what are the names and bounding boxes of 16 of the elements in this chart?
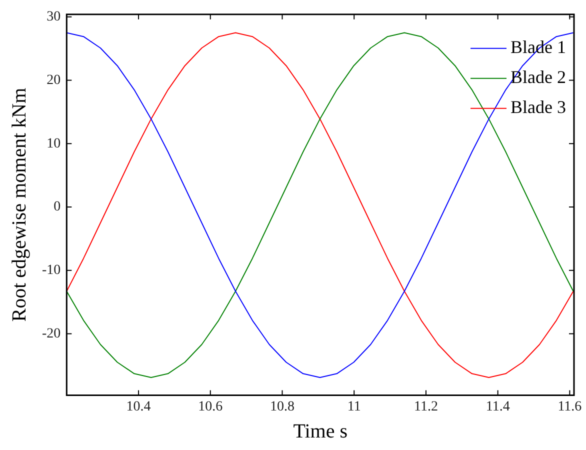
y-tick-label: -20 xyxy=(42,326,61,342)
x-axis-title: Time s xyxy=(293,420,348,442)
y-tick-label: 30 xyxy=(46,10,61,25)
x-tick-label: 10.8 xyxy=(270,399,294,414)
x-tick-label: 11.2 xyxy=(414,399,438,414)
x-tick-label: 10.4 xyxy=(126,399,151,414)
y-tick-label: 20 xyxy=(46,72,61,88)
x-tick-label: 11 xyxy=(347,399,361,414)
x-tick-label: 10.6 xyxy=(198,399,223,414)
y-axis-title: Root edgewise moment kNm xyxy=(8,87,30,322)
x-tick-label: 11.4 xyxy=(486,399,510,414)
y-tick-label: 0 xyxy=(54,200,61,215)
x-tick-label: 11.6 xyxy=(558,399,582,414)
legend-label: Blade 3 xyxy=(510,97,566,118)
y-tick-label: 10 xyxy=(46,136,61,152)
y-tick-label: -10 xyxy=(42,263,61,278)
